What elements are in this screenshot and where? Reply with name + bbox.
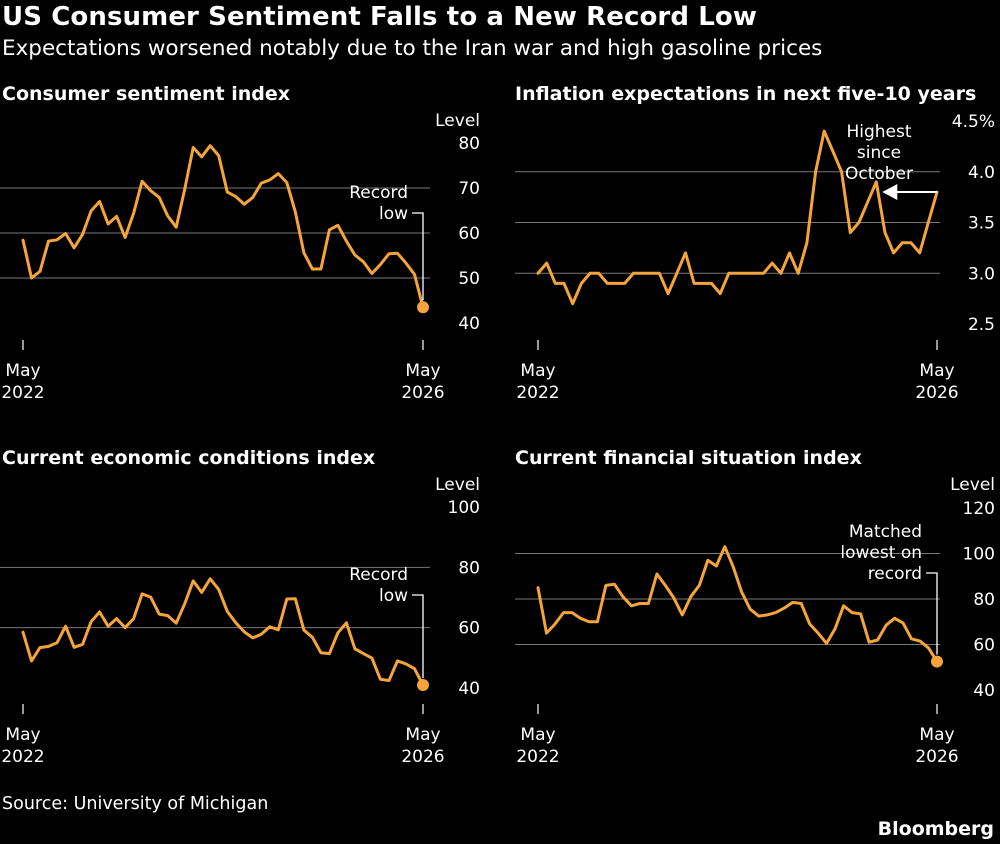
y-unit-label: Level xyxy=(435,111,480,131)
panel-title: Current economic conditions index xyxy=(2,447,375,469)
series-line xyxy=(21,577,425,687)
x-tick-label: 2022 xyxy=(1,747,44,767)
x-tick-label: 2022 xyxy=(516,747,559,767)
panel-title: Inflation expectations in next five-10 y… xyxy=(515,83,976,105)
x-tick-label: May xyxy=(405,361,440,381)
x-tick-label: May xyxy=(919,725,954,745)
y-tick-label: 3.0 xyxy=(968,264,995,284)
annotation-text: October xyxy=(845,164,913,184)
y-unit-label: Level xyxy=(435,475,480,495)
y-tick-label: 2.5 xyxy=(968,315,995,335)
panel-title: Current financial situation index xyxy=(515,447,862,469)
annotation-text: Record xyxy=(349,565,408,585)
x-tick-label: 2026 xyxy=(915,383,958,403)
y-tick-label: 60 xyxy=(458,224,480,244)
x-tick-label: May xyxy=(919,361,954,381)
x-tick-label: 2026 xyxy=(915,747,958,767)
series-line xyxy=(536,545,939,664)
y-tick-label: 3.5 xyxy=(968,214,995,234)
chart-panel-2: Inflation expectations in next five-10 y… xyxy=(515,83,995,403)
x-tick-label: 2022 xyxy=(1,383,44,403)
y-tick-label: 80 xyxy=(973,590,995,610)
chart-panel-1: Consumer sentiment index 40 50 60 70 80 Level M… xyxy=(0,83,480,403)
y-tick-label: 4.5% xyxy=(952,112,995,132)
x-tick-label: May xyxy=(5,725,40,745)
series-line xyxy=(21,144,425,309)
chart-headline: US Consumer Sentiment Falls to a New Rec… xyxy=(2,2,757,32)
annotation-text: Highest xyxy=(846,122,911,142)
y-tick-label: 120 xyxy=(963,499,995,519)
x-tick-label: May xyxy=(520,725,555,745)
x-tick-label: 2026 xyxy=(401,747,444,767)
y-tick-label: 60 xyxy=(458,619,480,639)
series-line xyxy=(536,129,939,306)
brand-logo: Bloomberg xyxy=(877,818,994,840)
annotation-arrowhead xyxy=(882,184,898,201)
y-tick-label: 40 xyxy=(458,314,480,334)
last-point-marker xyxy=(931,655,943,668)
annotation-text: low xyxy=(379,586,408,606)
y-tick-label: 40 xyxy=(973,681,995,701)
x-tick-label: May xyxy=(405,725,440,745)
annotation-text: lowest on xyxy=(840,543,922,563)
last-point-marker xyxy=(417,301,429,314)
y-tick-label: 80 xyxy=(458,134,480,154)
y-tick-label: 100 xyxy=(448,498,480,518)
y-tick-label: 50 xyxy=(458,269,480,289)
annotation-text: low xyxy=(379,204,408,224)
annotation-leader xyxy=(412,594,424,678)
annotation-text: since xyxy=(857,143,901,163)
y-tick-label: 4.0 xyxy=(968,163,995,183)
x-tick-label: 2026 xyxy=(401,383,444,403)
chart-panel-3: Current economic conditions index 40 60 80 1… xyxy=(0,447,480,767)
source-note: Source: University of Michigan xyxy=(2,794,269,814)
panel-title: Consumer sentiment index xyxy=(2,83,290,105)
annotation-text: record xyxy=(868,564,922,584)
x-tick-label: 2022 xyxy=(516,383,559,403)
x-tick-label: May xyxy=(5,361,40,381)
annotation-leader xyxy=(926,572,938,655)
y-tick-label: 100 xyxy=(963,545,995,565)
y-tick-label: 80 xyxy=(458,558,480,578)
y-tick-label: 60 xyxy=(973,636,995,656)
annotation-leader xyxy=(412,212,424,301)
y-tick-label: 40 xyxy=(458,679,480,699)
y-unit-label: Level xyxy=(950,475,995,495)
annotation-text: Record xyxy=(349,183,408,203)
annotation-text: Matched xyxy=(849,522,922,542)
last-point-marker xyxy=(417,678,429,691)
y-tick-label: 70 xyxy=(458,179,480,199)
chart-subheadline: Expectations worsened notably due to the… xyxy=(2,36,823,61)
chart-panel-4: Current financial situation index 40 60 80 1… xyxy=(515,447,995,767)
x-tick-label: May xyxy=(520,361,555,381)
